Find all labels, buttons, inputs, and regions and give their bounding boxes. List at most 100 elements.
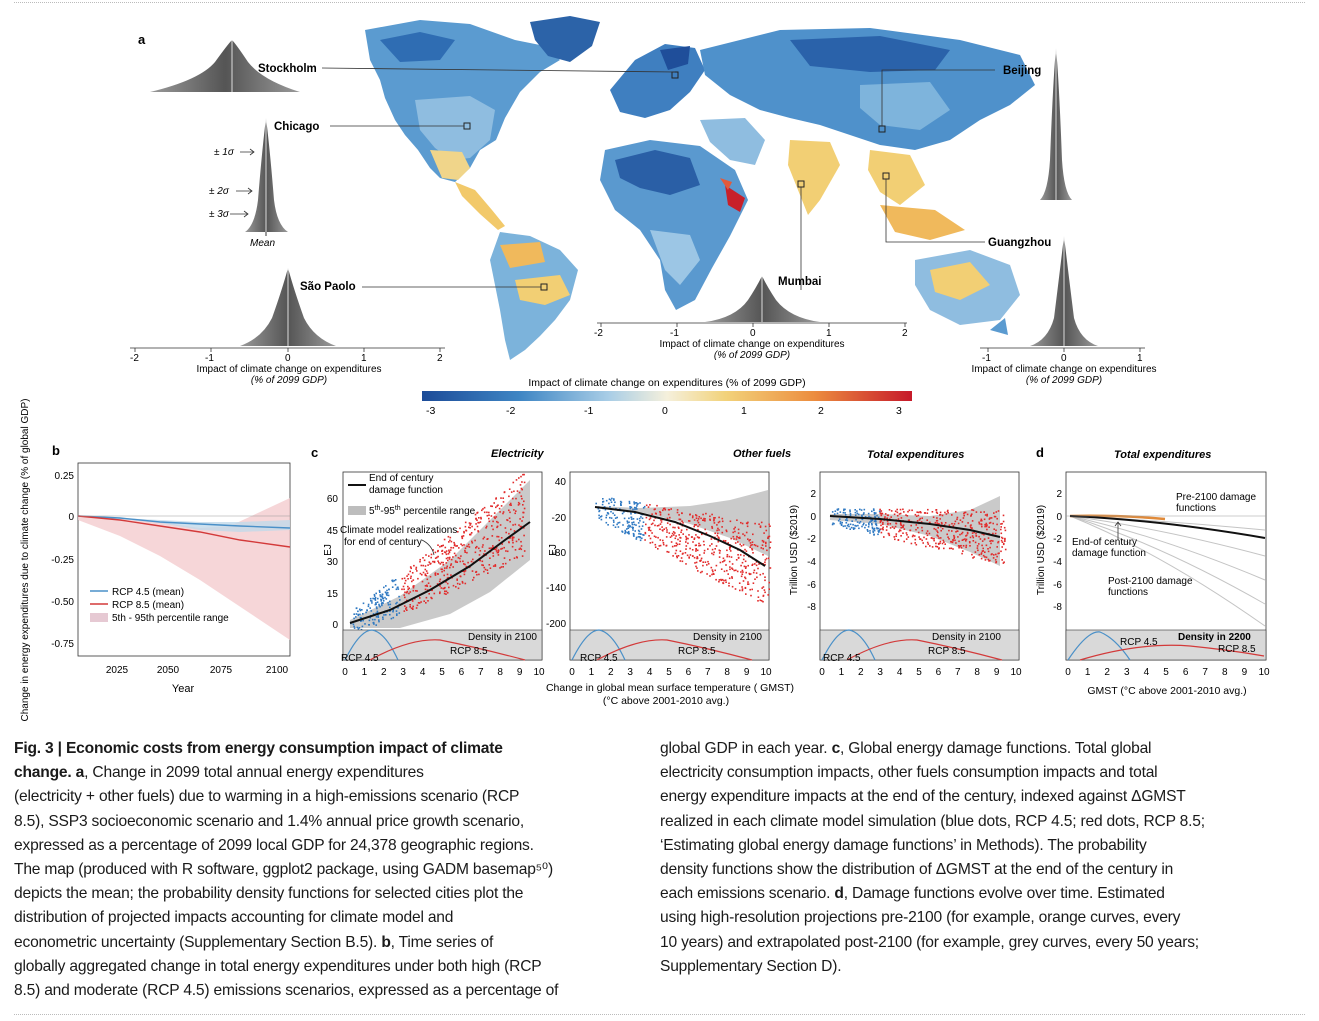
x-tick-label: 1 <box>362 667 368 678</box>
scatter-point <box>768 523 770 526</box>
scatter-point <box>914 538 917 541</box>
scatter-point <box>716 534 719 537</box>
scatter-point <box>979 538 982 540</box>
scatter-point <box>520 548 523 551</box>
scatter-point <box>960 532 963 535</box>
scatter-point <box>620 503 622 505</box>
svg-text:End-of century: End-of century <box>1072 537 1137 548</box>
scatter-point <box>755 561 758 563</box>
scatter-point <box>396 614 398 616</box>
scatter-point <box>414 598 416 600</box>
scatter-point <box>514 549 517 551</box>
scatter-point <box>700 557 703 560</box>
scatter-point <box>610 501 613 503</box>
scatter-point <box>912 534 914 537</box>
scatter-point <box>360 620 362 622</box>
scatter-point <box>996 555 998 558</box>
scatter-point <box>502 566 504 568</box>
svg-text:2: 2 <box>810 489 816 500</box>
scatter-point <box>959 519 962 521</box>
scatter-point <box>492 552 494 554</box>
scatter-point <box>847 523 850 526</box>
scatter-point <box>981 525 983 528</box>
scatter-point <box>972 540 975 542</box>
svg-text:End of century: End of century <box>369 473 433 484</box>
scatter-point <box>702 519 704 521</box>
scatter-point <box>921 529 924 532</box>
scatter-point <box>427 564 429 566</box>
scatter-point <box>965 546 967 549</box>
scatter-point <box>869 521 871 523</box>
scatter-point <box>437 550 439 553</box>
scatter-point <box>721 526 723 528</box>
x-tick-label: 6 <box>936 667 942 678</box>
scatter-point <box>963 511 966 514</box>
scatter-point <box>410 567 412 570</box>
scatter-point <box>482 537 485 540</box>
scatter-point <box>744 577 747 580</box>
axis-label-right: Impact of climate change on expenditures <box>971 364 1156 375</box>
scatter-point <box>947 511 949 514</box>
scatter-point <box>726 549 728 552</box>
scatter-point <box>916 511 918 513</box>
scatter-point <box>513 536 515 539</box>
scatter-point <box>628 502 631 505</box>
scatter-point <box>713 517 715 519</box>
scatter-point <box>428 561 431 563</box>
scatter-point <box>629 506 631 508</box>
scatter-point <box>494 565 497 567</box>
scatter-point <box>855 518 857 521</box>
scatter-point <box>519 525 522 528</box>
scatter-point <box>925 538 928 540</box>
scatter-point <box>765 529 768 532</box>
scatter-point <box>893 527 896 530</box>
scatter-point <box>457 587 460 590</box>
scatter-point <box>405 599 408 602</box>
scatter-point <box>880 531 883 534</box>
scatter-point <box>604 508 607 511</box>
svg-text:Electricity: Electricity <box>491 448 544 460</box>
scatter-point <box>765 542 767 545</box>
scatter-point <box>409 577 412 579</box>
scatter-point <box>464 551 466 553</box>
scatter-point <box>873 528 875 530</box>
scatter-point <box>900 524 902 526</box>
scatter-point <box>740 521 742 524</box>
scatter-point <box>697 518 700 520</box>
scatter-point <box>424 568 427 571</box>
scatter-point <box>984 559 987 561</box>
scatter-point <box>725 530 728 533</box>
scatter-point <box>489 557 491 559</box>
scatter-point <box>663 507 666 510</box>
scatter-point <box>483 511 486 514</box>
scatter-point <box>441 553 444 555</box>
scatter-point <box>734 530 736 533</box>
scatter-point <box>644 539 646 541</box>
scatter-point <box>1000 550 1002 553</box>
scatter-point <box>674 537 677 540</box>
scatter-point <box>899 529 902 532</box>
scatter-point <box>935 545 937 548</box>
scatter-point <box>509 537 512 539</box>
scatter-point <box>751 588 753 591</box>
scatter-point <box>990 542 992 545</box>
svg-text:1: 1 <box>1137 353 1143 364</box>
scatter-point <box>438 580 441 583</box>
scatter-point <box>357 614 360 616</box>
scatter-point <box>903 540 905 543</box>
scatter-point <box>877 530 880 532</box>
scatter-point <box>747 583 750 585</box>
scatter-point <box>956 518 958 521</box>
scatter-point <box>1004 540 1006 542</box>
scatter-point <box>445 590 448 593</box>
scatter-point <box>463 563 465 565</box>
scatter-point <box>605 521 608 524</box>
scatter-point <box>459 560 462 563</box>
b-range-band <box>78 498 290 640</box>
scatter-point <box>444 551 447 554</box>
scatter-point <box>425 570 428 572</box>
svg-text:Density in 2100: Density in 2100 <box>468 632 537 643</box>
scatter-point <box>861 514 863 517</box>
scatter-point <box>741 569 744 572</box>
scatter-point <box>371 618 374 621</box>
